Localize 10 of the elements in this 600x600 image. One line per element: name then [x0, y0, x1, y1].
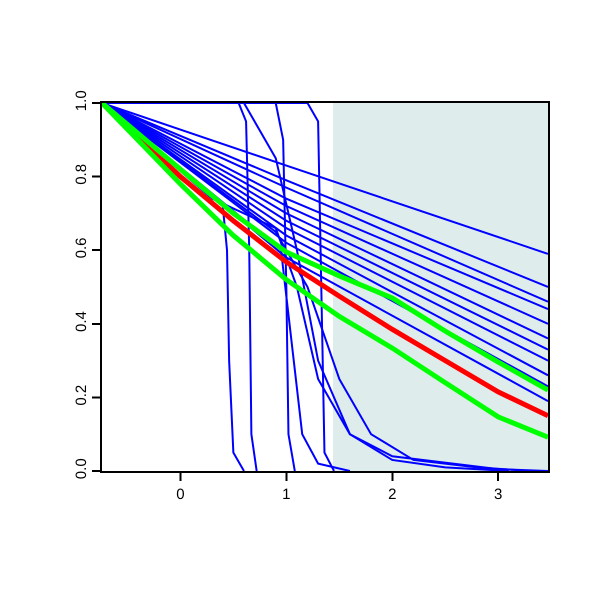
y-tick-label: 1.0 [73, 90, 90, 112]
x-tick-label: 1 [282, 486, 290, 503]
x-tick-label: 3 [494, 486, 502, 503]
y-tick-label: 0.2 [73, 384, 90, 406]
y-tick-label: 0.6 [73, 238, 90, 258]
y-tick-label: 0.8 [73, 164, 90, 185]
x-tick-label: 0 [176, 486, 185, 503]
y-tick-label: 0.0 [73, 458, 90, 480]
x-tick-label: 2 [388, 486, 396, 503]
y-tick-label: 0.4 [73, 311, 90, 332]
